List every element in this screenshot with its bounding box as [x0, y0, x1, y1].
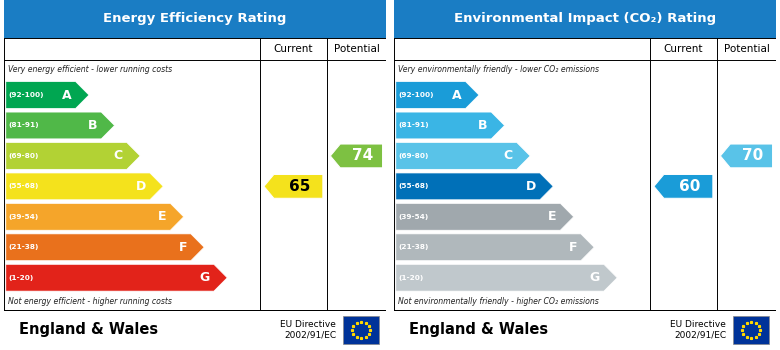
Text: (92-100): (92-100) — [399, 92, 434, 98]
Text: A: A — [452, 89, 462, 101]
Polygon shape — [654, 175, 713, 198]
Polygon shape — [721, 144, 772, 168]
Text: (1-20): (1-20) — [399, 275, 424, 281]
Text: D: D — [136, 180, 146, 193]
Text: Energy Efficiency Rating: Energy Efficiency Rating — [103, 12, 287, 26]
Text: (81-91): (81-91) — [399, 122, 430, 128]
Text: Not environmentally friendly - higher CO₂ emissions: Not environmentally friendly - higher CO… — [399, 297, 599, 306]
Text: Potential: Potential — [724, 44, 769, 54]
Text: (81-91): (81-91) — [9, 122, 40, 128]
Text: (1-20): (1-20) — [9, 275, 34, 281]
Text: England & Wales: England & Wales — [20, 322, 158, 337]
Text: G: G — [200, 271, 210, 284]
Polygon shape — [5, 112, 115, 139]
Bar — [733, 316, 769, 344]
Text: (55-68): (55-68) — [9, 183, 39, 189]
Text: E: E — [548, 210, 556, 223]
Text: C: C — [504, 149, 513, 162]
Polygon shape — [395, 142, 530, 169]
Text: Very environmentally friendly - lower CO₂ emissions: Very environmentally friendly - lower CO… — [399, 65, 600, 74]
Polygon shape — [395, 203, 573, 230]
Text: England & Wales: England & Wales — [410, 322, 548, 337]
Polygon shape — [5, 173, 163, 200]
Text: Very energy efficient - lower running costs: Very energy efficient - lower running co… — [9, 65, 172, 74]
Text: EU Directive
2002/91/EC: EU Directive 2002/91/EC — [670, 320, 726, 340]
Text: (21-38): (21-38) — [9, 244, 39, 250]
Text: (69-80): (69-80) — [9, 153, 39, 159]
Text: (55-68): (55-68) — [399, 183, 429, 189]
Polygon shape — [395, 82, 479, 108]
Text: 70: 70 — [742, 148, 763, 163]
Text: 65: 65 — [289, 179, 310, 194]
Polygon shape — [264, 175, 323, 198]
Bar — [343, 316, 379, 344]
Text: F: F — [179, 241, 187, 254]
Polygon shape — [395, 112, 505, 139]
Text: Current: Current — [274, 44, 313, 54]
Bar — [4, 0, 386, 38]
Bar — [394, 0, 776, 38]
Text: C: C — [114, 149, 123, 162]
Text: (21-38): (21-38) — [399, 244, 429, 250]
Text: Current: Current — [664, 44, 703, 54]
Polygon shape — [5, 203, 183, 230]
Text: (39-54): (39-54) — [399, 214, 429, 220]
Text: (39-54): (39-54) — [9, 214, 39, 220]
Text: Environmental Impact (CO₂) Rating: Environmental Impact (CO₂) Rating — [454, 12, 716, 26]
Text: 74: 74 — [352, 148, 373, 163]
Text: G: G — [590, 271, 600, 284]
Polygon shape — [5, 142, 140, 169]
Text: (69-80): (69-80) — [399, 153, 429, 159]
Polygon shape — [395, 234, 594, 261]
Polygon shape — [331, 144, 382, 168]
Text: 60: 60 — [679, 179, 700, 194]
Polygon shape — [5, 82, 89, 108]
Text: F: F — [569, 241, 577, 254]
Text: D: D — [526, 180, 536, 193]
Text: B: B — [478, 119, 488, 132]
Polygon shape — [5, 264, 227, 291]
Polygon shape — [5, 234, 204, 261]
Polygon shape — [395, 173, 553, 200]
Text: Not energy efficient - higher running costs: Not energy efficient - higher running co… — [9, 297, 172, 306]
Text: B: B — [88, 119, 98, 132]
Text: Potential: Potential — [334, 44, 379, 54]
Text: (92-100): (92-100) — [9, 92, 44, 98]
Text: A: A — [62, 89, 72, 101]
Text: EU Directive
2002/91/EC: EU Directive 2002/91/EC — [280, 320, 336, 340]
Polygon shape — [395, 264, 617, 291]
Text: E: E — [158, 210, 166, 223]
